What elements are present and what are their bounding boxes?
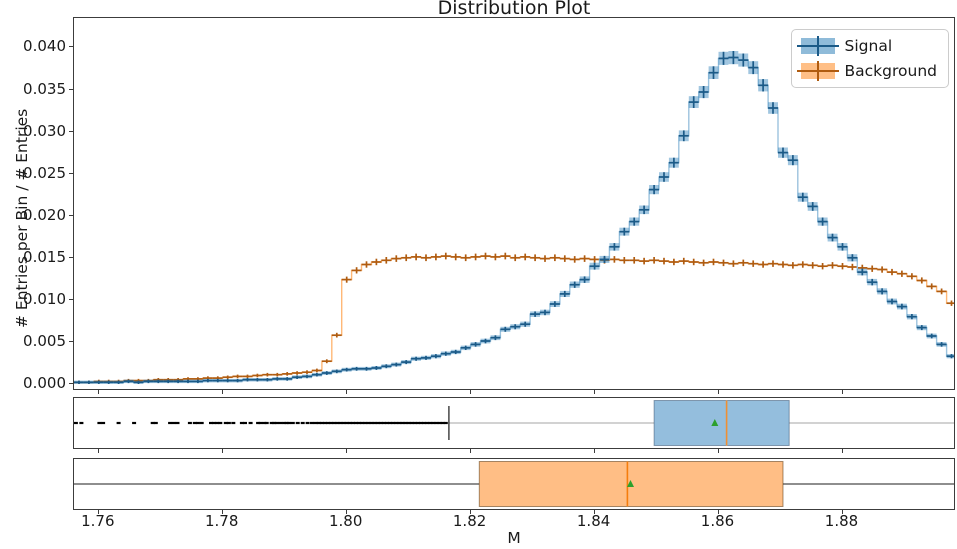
signal-boxplot-area	[73, 397, 955, 449]
x-tick-mark	[717, 510, 719, 514]
x-tick-mark	[97, 390, 99, 394]
x-tick-mark	[221, 449, 223, 453]
x-tick-mark	[841, 390, 843, 394]
signal-error-markers	[74, 51, 954, 384]
y-tick-label: 0.010	[23, 289, 66, 308]
y-tick-label: 0.040	[23, 37, 66, 56]
legend-item-background: Background	[796, 61, 937, 81]
histogram-canvas	[74, 51, 954, 384]
x-tick-mark	[469, 510, 471, 514]
main-plot-area: Signal Background	[73, 17, 955, 390]
y-tick-mark	[69, 340, 73, 342]
y-tick-mark	[69, 214, 73, 216]
x-tick-mark	[221, 510, 223, 514]
x-axis-label: M	[507, 529, 521, 547]
x-tick-mark	[593, 510, 595, 514]
y-tick-label: 0.015	[23, 247, 66, 266]
y-tick-label: 0.025	[23, 163, 66, 182]
background-error-markers	[74, 252, 954, 384]
x-tick-mark	[593, 449, 595, 453]
plot-title: Distribution Plot	[437, 0, 591, 19]
errorbar-icon	[816, 61, 819, 81]
x-tick-label: 1.84	[576, 512, 611, 530]
x-tick-mark	[469, 449, 471, 453]
y-tick-label: 0.000	[23, 374, 66, 392]
x-tick-mark	[717, 390, 719, 394]
legend-item-signal: Signal	[796, 36, 937, 56]
x-tick-label: 1.88	[824, 512, 859, 530]
legend-swatch-background	[796, 61, 839, 81]
y-tick-mark	[69, 46, 73, 48]
signal-mean-marker	[711, 419, 719, 426]
y-tick-mark	[69, 383, 73, 384]
signal-boxplot-canvas	[74, 400, 954, 446]
legend-label: Background	[844, 62, 937, 80]
x-tick-label: 1.86	[700, 512, 735, 530]
y-tick-label: 0.030	[23, 121, 66, 140]
signal-box	[653, 400, 790, 446]
y-tick-label: 0.035	[23, 79, 66, 98]
background-mean-marker	[627, 480, 634, 487]
x-tick-mark	[841, 449, 843, 453]
x-tick-label: 1.78	[204, 512, 239, 530]
y-tick-mark	[69, 298, 73, 300]
legend-label: Signal	[844, 37, 893, 55]
background-boxplot-canvas	[74, 461, 954, 507]
signal-fliers	[74, 421, 448, 425]
y-tick-label: 0.005	[23, 331, 66, 350]
x-tick-label: 1.76	[81, 512, 115, 530]
x-tick-label: 1.82	[452, 512, 487, 530]
y-tick-mark	[69, 88, 73, 90]
x-tick-mark	[345, 510, 347, 514]
y-tick-mark	[69, 172, 73, 174]
x-tick-mark	[593, 390, 595, 394]
errorbar-icon	[816, 36, 819, 56]
background-boxplot-area	[73, 458, 955, 510]
x-tick-mark	[345, 390, 347, 394]
background-step-line	[74, 255, 954, 383]
y-tick-label: 0.020	[23, 205, 66, 224]
legend: Signal Background	[790, 29, 949, 88]
y-tick-mark	[69, 130, 73, 132]
x-tick-mark	[841, 510, 843, 514]
y-tick-mark	[69, 256, 73, 258]
x-tick-mark	[97, 510, 99, 514]
x-tick-label: 1.80	[328, 512, 363, 530]
background-box	[478, 461, 784, 507]
x-tick-mark	[221, 390, 223, 394]
legend-swatch-signal	[796, 36, 839, 56]
x-tick-mark	[97, 449, 99, 453]
x-tick-mark	[469, 390, 471, 394]
x-tick-mark	[717, 449, 719, 453]
x-tick-mark	[345, 449, 347, 453]
